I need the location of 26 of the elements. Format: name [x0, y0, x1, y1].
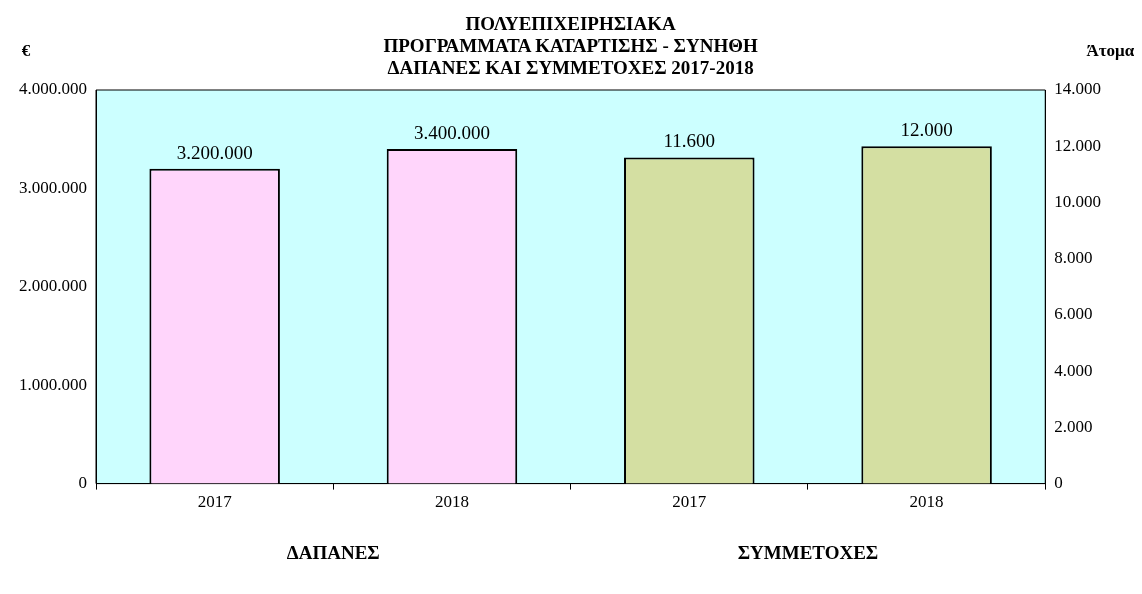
y-tick-label: 3.000.000 [19, 177, 87, 197]
data-label: 3.400.000 [413, 122, 490, 144]
text: ΔΑΠΑΝΕΣ [286, 541, 380, 563]
chart-title: ΠΟΛΥΕΠΙΧΕΙΡΗΣΙΑΚΑ ΠΡΟΓΡΑΜΜΑΤΑ ΚΑΤΑΡΤΙΣΗΣ - ΣΥΝΗΘΗ ΔΑΠΑΝΕΣ ΚΑΙ ΣΥΜΜΕΤΟΧΕΣ 2017-2018 [383, 13, 758, 78]
data-label: 12.000 [900, 119, 953, 141]
y2-tick-label: 14.000 [1054, 79, 1101, 99]
data-label: 3.200.000 [176, 141, 253, 163]
y2-tick-label: 10.000 [1054, 191, 1101, 211]
text: ΣΥΜΜΕΤΟΧΕΣ [737, 541, 879, 563]
data-label: 11.600 [663, 130, 716, 152]
y2-tick-label: 8.000 [1054, 248, 1093, 268]
x-tick-label: 2017 [672, 492, 707, 512]
x-tick-label: 2017 [197, 492, 233, 512]
x-tick-label: 2018 [434, 492, 469, 512]
x-tick-label: 2018 [909, 492, 944, 512]
y-tick-label: 4.000.000 [19, 79, 87, 99]
y2-tick-label: 0 [1054, 473, 1063, 493]
y2-tick-label: 6.000 [1054, 304, 1093, 324]
y-tick-label: 2.000.000 [19, 276, 87, 296]
y2-tick-label: 4.000 [1054, 360, 1093, 380]
y2-axis-title: Άτομα [1086, 41, 1135, 60]
y-tick-label: 1.000.000 [19, 374, 87, 394]
y2-tick-label: 2.000 [1054, 416, 1093, 436]
y-tick-label: 0 [78, 473, 87, 493]
y2-tick-label: 12.000 [1054, 135, 1101, 155]
y-axis-title: € [21, 41, 31, 60]
